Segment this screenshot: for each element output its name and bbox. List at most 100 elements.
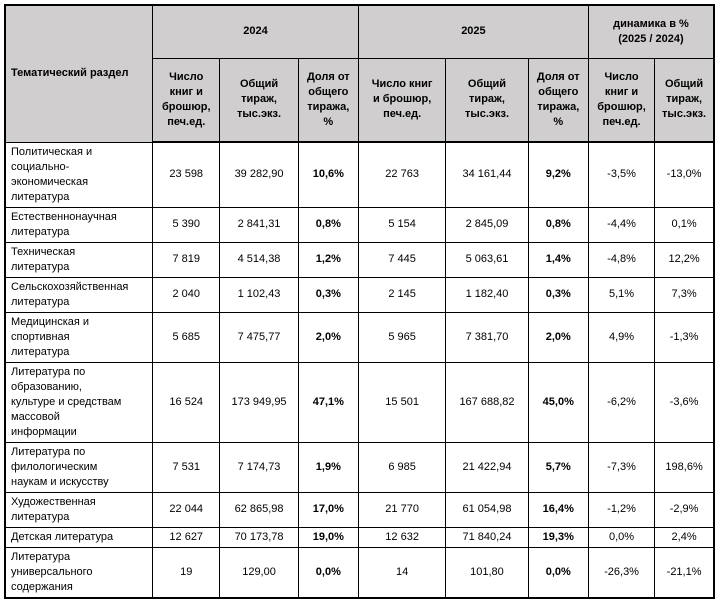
cell-dynamics-print-run: -1,3% — [654, 311, 715, 363]
table-row: Детская литература 12 627 70 173,78 19,0… — [4, 526, 715, 548]
cell-2025-count: 12 632 — [357, 526, 447, 548]
cell-2024-print-run: 129,00 — [219, 546, 299, 598]
cell-2025-share: 16,4% — [527, 491, 589, 528]
column-header-thematic-section: Тематический раздел — [4, 4, 154, 143]
cell-dynamics-print-run: -2,9% — [654, 491, 715, 528]
cell-2024-count: 12 627 — [152, 526, 221, 548]
cell-2024-count: 7 531 — [152, 441, 221, 493]
cell-dynamics-count: -1,2% — [587, 491, 656, 528]
cell-2024-count: 7 819 — [152, 241, 221, 278]
cell-dynamics-count: -4,4% — [587, 206, 656, 243]
row-label: Естественнонаучная литература — [4, 206, 154, 243]
sub-header-row: Число книг и брошюр, печ.ед. Общий тираж… — [5, 57, 715, 143]
cell-dynamics-print-run: -21,1% — [654, 546, 715, 598]
cell-2024-share: 1,9% — [297, 441, 359, 493]
cell-2025-count: 5 965 — [357, 311, 447, 363]
row-label: Художественная литература — [4, 491, 154, 528]
cell-dynamics-print-run: 7,3% — [654, 276, 715, 313]
cell-2025-count: 2 145 — [357, 276, 447, 313]
column-header-2024-print-run: Общий тираж, тыс.экз. — [219, 57, 299, 143]
cell-dynamics-print-run: 2,4% — [654, 526, 715, 548]
row-label: Литература универсального содержания — [4, 546, 154, 598]
cell-2024-share: 2,0% — [297, 311, 359, 363]
cell-dynamics-count: 5,1% — [587, 276, 656, 313]
table-row: Художественная литература 22 044 62 865,… — [4, 491, 715, 528]
cell-2025-share: 0,3% — [527, 276, 589, 313]
cell-2024-share: 47,1% — [297, 361, 359, 443]
table-row: Политическая и социально- экономическая … — [4, 141, 715, 208]
cell-2025-share: 0,8% — [527, 206, 589, 243]
column-header-2025-print-run: Общий тираж, тыс.экз. — [445, 57, 529, 143]
group-header-dynamics: динамика в % (2025 / 2024) — [587, 4, 715, 59]
row-label: Техническая литература — [4, 241, 154, 278]
cell-2025-share: 0,0% — [527, 546, 589, 598]
cell-dynamics-print-run: 198,6% — [654, 441, 715, 493]
cell-2024-print-run: 2 841,31 — [219, 206, 299, 243]
group-header-row: Тематический раздел 2024 2025 динамика в… — [4, 4, 715, 143]
cell-2025-print-run: 1 182,40 — [445, 276, 529, 313]
table-row: Техническая литература 7 819 4 514,38 1,… — [4, 241, 715, 278]
cell-2025-print-run: 167 688,82 — [445, 361, 529, 443]
cell-2024-count: 19 — [152, 546, 221, 598]
cell-2025-count: 5 154 — [357, 206, 447, 243]
cell-dynamics-count: -3,5% — [587, 141, 656, 208]
cell-2024-count: 22 044 — [152, 491, 221, 528]
cell-2025-print-run: 5 063,61 — [445, 241, 529, 278]
column-header-2024-count: Число книг и брошюр, печ.ед. — [152, 57, 221, 143]
table-row: Медицинская и спортивная литература 5 68… — [4, 311, 715, 363]
table-row: Естественнонаучная литература 5 390 2 84… — [4, 206, 715, 243]
cell-dynamics-print-run: 0,1% — [654, 206, 715, 243]
cell-dynamics-count: -7,3% — [587, 441, 656, 493]
cell-2025-count: 15 501 — [357, 361, 447, 443]
cell-2025-count: 14 — [357, 546, 447, 598]
cell-2024-print-run: 7 174,73 — [219, 441, 299, 493]
cell-2024-share: 0,8% — [297, 206, 359, 243]
table-row: Литература по образованию, культуре и ср… — [4, 361, 715, 443]
cell-2024-print-run: 173 949,95 — [219, 361, 299, 443]
cell-2025-print-run: 61 054,98 — [445, 491, 529, 528]
cell-2025-share: 5,7% — [527, 441, 589, 493]
row-label: Медицинская и спортивная литература — [4, 311, 154, 363]
cell-2025-share: 2,0% — [527, 311, 589, 363]
cell-2025-print-run: 71 840,24 — [445, 526, 529, 548]
cell-2025-count: 21 770 — [357, 491, 447, 528]
cell-dynamics-count: -6,2% — [587, 361, 656, 443]
cell-2024-count: 5 685 — [152, 311, 221, 363]
cell-2025-print-run: 2 845,09 — [445, 206, 529, 243]
cell-2024-print-run: 7 475,77 — [219, 311, 299, 363]
group-header-2025: 2025 — [357, 4, 589, 59]
cell-2025-print-run: 21 422,94 — [445, 441, 529, 493]
cell-2024-count: 23 598 — [152, 141, 221, 208]
row-label: Политическая и социально- экономическая … — [4, 141, 154, 208]
table-row: Сельскохозяйственная литература 2 040 1 … — [4, 276, 715, 313]
cell-2025-count: 6 985 — [357, 441, 447, 493]
cell-2025-share: 45,0% — [527, 361, 589, 443]
cell-2024-count: 5 390 — [152, 206, 221, 243]
cell-2025-share: 1,4% — [527, 241, 589, 278]
cell-2024-count: 2 040 — [152, 276, 221, 313]
cell-2025-count: 22 763 — [357, 141, 447, 208]
column-header-2025-count: Число книг и брошюр, печ.ед. — [357, 57, 447, 143]
row-label: Литература по образованию, культуре и ср… — [4, 361, 154, 443]
cell-dynamics-print-run: 12,2% — [654, 241, 715, 278]
group-header-2024: 2024 — [152, 4, 359, 59]
cell-2025-share: 19,3% — [527, 526, 589, 548]
cell-2025-share: 9,2% — [527, 141, 589, 208]
cell-2024-share: 0,3% — [297, 276, 359, 313]
cell-2025-print-run: 101,80 — [445, 546, 529, 598]
row-label: Сельскохозяйственная литература — [4, 276, 154, 313]
publishing-statistics-table: Тематический раздел 2024 2025 динамика в… — [4, 4, 715, 599]
cell-dynamics-count: 4,9% — [587, 311, 656, 363]
column-header-2025-share: Доля от общего тиража, % — [527, 57, 589, 143]
cell-dynamics-count: 0,0% — [587, 526, 656, 548]
cell-dynamics-count: -4,8% — [587, 241, 656, 278]
cell-2024-count: 16 524 — [152, 361, 221, 443]
cell-dynamics-count: -26,3% — [587, 546, 656, 598]
cell-2024-share: 0,0% — [297, 546, 359, 598]
cell-2024-share: 17,0% — [297, 491, 359, 528]
cell-dynamics-print-run: -13,0% — [654, 141, 715, 208]
row-label: Детская литература — [4, 526, 154, 548]
cell-2024-print-run: 70 173,78 — [219, 526, 299, 548]
cell-2024-print-run: 1 102,43 — [219, 276, 299, 313]
